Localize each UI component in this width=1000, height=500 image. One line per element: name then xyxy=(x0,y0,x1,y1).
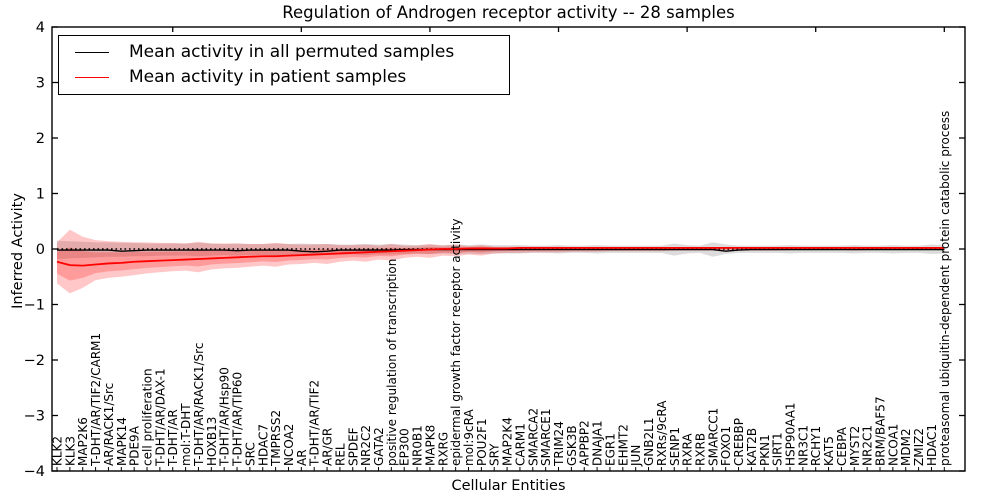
x-category-label: DNAJA1 xyxy=(591,420,605,466)
x-category-label: KLK2 xyxy=(51,436,65,466)
x-category-label: EP300 xyxy=(398,428,412,466)
x-category-label: NCOA1 xyxy=(886,424,900,466)
x-category-label: mol:T-DHT xyxy=(179,403,193,466)
x-category-label: NR2C2 xyxy=(359,425,373,466)
x-category-label: HOXB13 xyxy=(205,417,219,466)
y-tick-label: 1 xyxy=(36,187,45,203)
x-category-label: T-DHT/AR/RACK1/Src xyxy=(192,343,206,467)
x-category-label: MDM2 xyxy=(899,428,913,466)
x-category-label: cell proliferation xyxy=(141,368,155,466)
y-tick-label: −2 xyxy=(24,353,45,369)
y-tick-label: −4 xyxy=(24,464,45,480)
x-category-label: AR/GR xyxy=(321,428,335,466)
chart-title: Regulation of Androgen receptor activity… xyxy=(282,3,735,22)
x-category-label: SMARCC1 xyxy=(706,408,720,466)
legend-entry-permuted: Mean activity in all permuted samples xyxy=(59,44,509,61)
x-category-label: ZMIZ2 xyxy=(912,428,926,466)
x-category-label: PKN1 xyxy=(758,434,772,466)
x-category-label: RCHY1 xyxy=(809,426,823,466)
x-category-label: positive regulation of transcription xyxy=(385,259,399,466)
x-category-label: RXRs/9cRA xyxy=(655,400,669,466)
x-category-label: T-DHT/AR/Hsp90 xyxy=(218,367,232,467)
bottom-ticks xyxy=(56,467,945,471)
x-category-label: T-DHT/AR/DAX-1 xyxy=(153,368,167,467)
y-tick-label: 3 xyxy=(36,76,45,92)
x-category-label: KAT5 xyxy=(822,436,836,466)
x-category-label: T-DHT/AR/TIF2/CARM1 xyxy=(89,333,103,467)
legend-label-patient: Mean activity in patient samples xyxy=(129,67,407,87)
x-category-label: mol:9cRA xyxy=(462,409,476,466)
x-category-label: EGR1 xyxy=(603,433,617,466)
y-tick-label: 0 xyxy=(36,242,45,258)
x-category-label: T-DHT/AR/TIF2 xyxy=(308,380,322,467)
x-category-label: MAP2K6 xyxy=(76,417,90,466)
x-category-label: SPDEF xyxy=(346,427,360,466)
x-category-label: REL xyxy=(333,443,347,466)
x-category-label: SENP1 xyxy=(668,427,682,466)
x-category-label: NR3C1 xyxy=(796,425,810,466)
x-category-label: FOXO1 xyxy=(719,426,733,466)
x-category-label: T-DHT/AR xyxy=(166,409,180,467)
x-category-label: RXRB xyxy=(693,433,707,466)
x-category-label: AR/RACK1/Src xyxy=(102,383,116,466)
legend-entry-patient: Mean activity in patient samples xyxy=(59,69,509,86)
permuted-line-swatch xyxy=(75,52,109,53)
x-category-label: TMPRSS2 xyxy=(269,410,283,467)
series-line-patient xyxy=(56,246,945,267)
y-tick-label: 4 xyxy=(36,20,45,36)
x-category-label: MYST2 xyxy=(848,426,862,466)
x-category-label: HDAC7 xyxy=(256,424,270,466)
x-category-label: MAPK14 xyxy=(115,417,129,466)
y-tick-label: 2 xyxy=(36,131,45,147)
x-axis-label: Cellular Entities xyxy=(451,478,566,494)
x-category-label: PDE9A xyxy=(128,425,142,466)
y-tick-label: −3 xyxy=(24,409,45,425)
x-category-label: HDAC1 xyxy=(925,424,939,466)
x-category-label: SRC xyxy=(243,442,257,466)
x-category-label: TRIM24 xyxy=(552,421,566,467)
x-category-labels: KLK2KLK3MAP2K6T-DHT/AR/TIF2/CARM1AR/RACK… xyxy=(51,111,952,467)
confidence-bands xyxy=(57,229,945,294)
x-category-label: MAP2K4 xyxy=(501,417,515,466)
x-category-label: RXRA xyxy=(681,433,695,466)
x-category-label: epidermal growth factor receptor activit… xyxy=(449,219,463,466)
x-category-label: NCOA2 xyxy=(282,424,296,466)
x-category-label: SMARCE1 xyxy=(539,408,553,466)
x-category-label: MAPK8 xyxy=(423,425,437,466)
x-category-label: HSP90AA1 xyxy=(783,402,797,466)
x-category-label: AR xyxy=(295,449,309,466)
x-category-label: GSK3B xyxy=(565,425,579,466)
x-category-label: SMARCA2 xyxy=(526,408,540,466)
x-category-label: GATA2 xyxy=(372,427,386,466)
series-lines xyxy=(56,246,945,267)
patient-line-swatch xyxy=(75,77,109,78)
x-category-label: JUN xyxy=(629,445,643,467)
y-axis: −4 −3 −2 −1 0 1 2 3 4 xyxy=(24,20,965,480)
x-category-label: APPBP2 xyxy=(578,420,592,466)
x-category-label: CEBPA xyxy=(835,426,849,466)
x-category-label: EHMT2 xyxy=(616,424,630,466)
x-category-label: CARM1 xyxy=(513,423,527,466)
x-category-label: KAT2B xyxy=(745,428,759,466)
series-line-permuted xyxy=(57,248,945,253)
x-category-label: SIRT1 xyxy=(771,432,785,466)
patient-samples-range-band xyxy=(57,229,945,294)
y-tick-label: −1 xyxy=(24,298,45,314)
x-category-label: NR0B1 xyxy=(411,425,425,466)
x-category-label: BRM/BAF57 xyxy=(874,396,888,466)
legend-box: Mean activity in all permuted samples Me… xyxy=(58,35,510,95)
x-category-label: CREBBP xyxy=(732,418,746,466)
top-ticks xyxy=(172,27,945,32)
x-category-label: GNB2L1 xyxy=(642,418,656,466)
x-category-label: proteasomal ubiquitin-dependent protein … xyxy=(938,111,952,466)
x-category-label: RXRG xyxy=(436,432,450,466)
legend-label-permuted: Mean activity in all permuted samples xyxy=(129,42,455,62)
x-category-label: KLK3 xyxy=(63,436,77,466)
x-category-label: T-DHT/AR/TIP60 xyxy=(231,372,245,467)
x-category-label: SRY xyxy=(488,443,502,466)
x-category-label: POU2F1 xyxy=(475,418,489,466)
x-category-label: NR2C1 xyxy=(861,425,875,466)
